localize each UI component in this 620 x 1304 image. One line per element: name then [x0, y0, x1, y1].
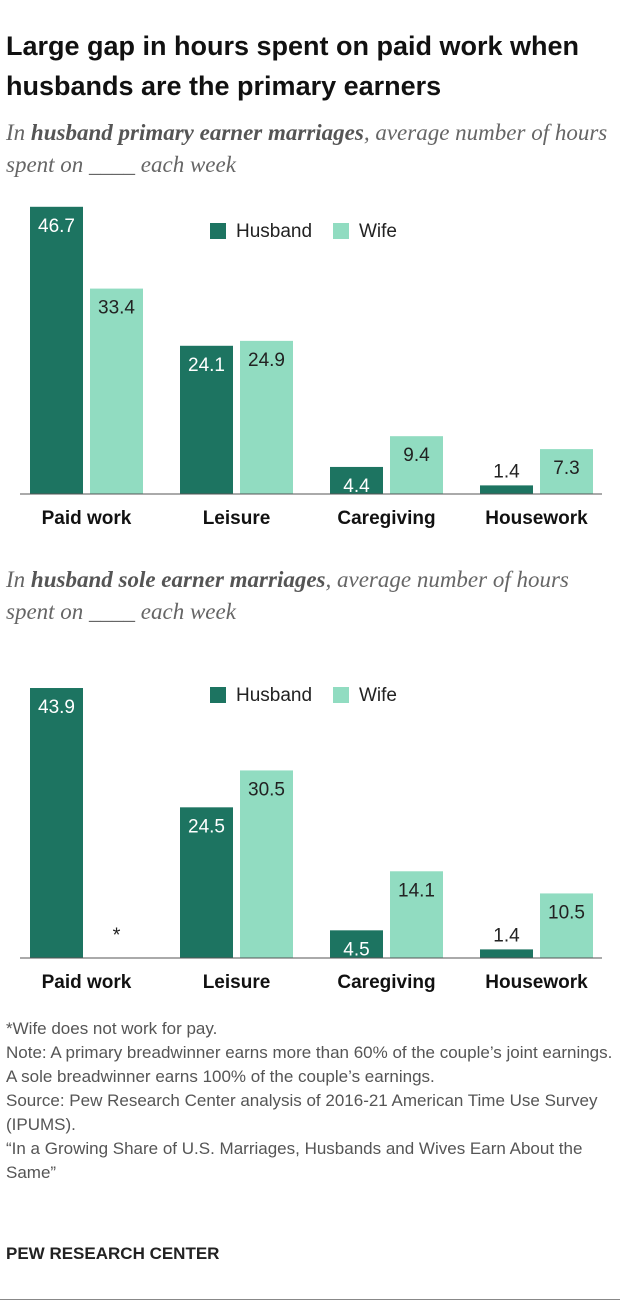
- bar: [240, 770, 293, 958]
- x-tick-label: Leisure: [203, 508, 271, 529]
- value-label: 30.5: [248, 779, 285, 800]
- legend-swatch: [333, 223, 349, 239]
- value-label: 24.1: [188, 355, 225, 376]
- footer: PEW RESEARCH CENTER: [6, 1244, 220, 1263]
- x-tick-label: Paid work: [42, 972, 132, 993]
- subtitle-text: , average number of hours spent on ____ …: [6, 567, 569, 624]
- x-tick-label: Caregiving: [337, 972, 435, 993]
- value-label: 46.7: [38, 216, 75, 237]
- bar: [180, 807, 233, 958]
- bar: [90, 288, 143, 494]
- bar: [330, 466, 383, 494]
- value-label: 1.4: [493, 925, 520, 946]
- bar: [540, 893, 593, 958]
- bar: [330, 930, 383, 958]
- value-label: 33.4: [98, 298, 135, 319]
- bar: [390, 436, 443, 494]
- x-tick-label: Paid work: [42, 508, 132, 529]
- x-tick-label: Caregiving: [337, 508, 435, 529]
- bar: [480, 949, 533, 958]
- subtitle: In husband sole earner marriages, averag…: [6, 564, 616, 628]
- bottom-rule: [0, 1299, 620, 1300]
- legend-label: Wife: [359, 221, 397, 242]
- x-tick-label: Housework: [485, 508, 588, 529]
- value-label: 14.1: [398, 880, 435, 901]
- value-label: 24.9: [248, 350, 285, 371]
- chart-title: Large gap in hours spent on paid work wh…: [6, 31, 580, 101]
- value-label: 4.5: [343, 939, 369, 960]
- legend-swatch: [333, 687, 349, 703]
- bar: [240, 340, 293, 494]
- subtitle-text: In: [6, 120, 31, 145]
- value-label: *: [113, 924, 121, 946]
- notes: *Wife does not work for pay. Note: A pri…: [6, 1017, 614, 1185]
- note: *Wife does not work for pay.: [6, 1019, 218, 1038]
- bar: [540, 449, 593, 494]
- bar: [30, 206, 83, 495]
- legend-swatch: [210, 223, 226, 239]
- bar-chart: Husband Wife 43.9 * Paid work 24.5 30.5 Leisure…: [20, 685, 602, 993]
- value-label: 24.5: [188, 816, 225, 837]
- subtitle-text: In: [6, 567, 31, 592]
- x-tick-label: Leisure: [203, 972, 271, 993]
- legend-swatch: [210, 687, 226, 703]
- note: “In a Growing Share of U.S. Marriages, H…: [6, 1139, 583, 1182]
- legend-label: Husband: [236, 221, 312, 242]
- note: Source: Pew Research Center analysis of …: [6, 1091, 598, 1134]
- bar-chart: Husband Wife 46.7 33.4 Paid work 24.1 24.9 Leis…: [20, 206, 602, 529]
- note: Note: A primary breadwinner earns more t…: [6, 1043, 613, 1086]
- value-label: 1.4: [493, 461, 520, 482]
- bar: [480, 485, 533, 494]
- value-label: 43.9: [38, 697, 75, 718]
- subtitle: In husband primary earner marriages, ave…: [6, 117, 616, 181]
- subtitle-emphasis: husband primary earner marriages: [30, 120, 364, 145]
- legend-label: Wife: [359, 685, 397, 706]
- bar: [180, 345, 233, 494]
- value-label: 10.5: [548, 902, 585, 923]
- value-label: 7.3: [553, 458, 579, 479]
- value-label: 4.4: [343, 476, 370, 497]
- x-tick-label: Housework: [485, 972, 588, 993]
- subtitle-text: , average number of hours spent on ____ …: [6, 120, 608, 177]
- value-label: 9.4: [403, 445, 430, 466]
- legend-label: Husband: [236, 685, 312, 706]
- subtitle-emphasis: husband sole earner marriages: [30, 567, 326, 592]
- bar: [30, 688, 83, 958]
- bar: [390, 871, 443, 958]
